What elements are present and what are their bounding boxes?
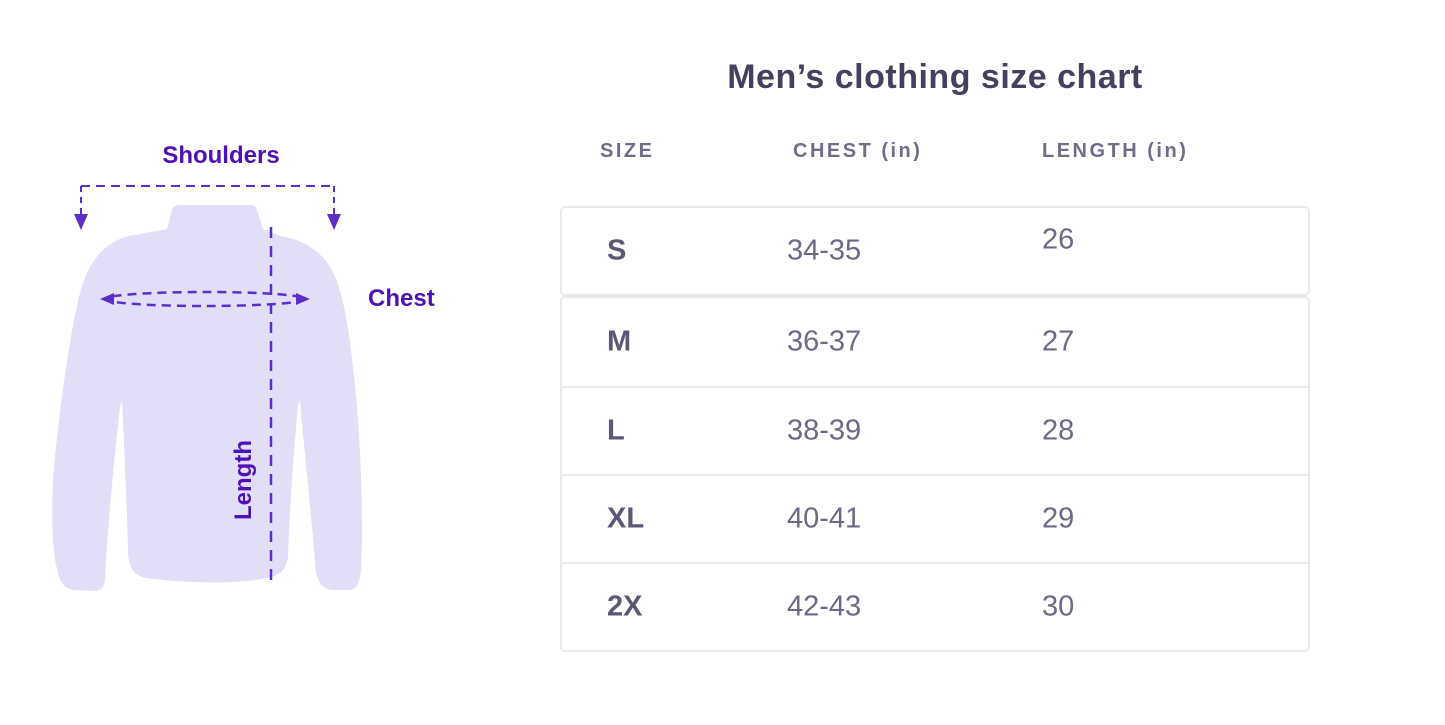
page-title: Men’s clothing size chart [727, 58, 1143, 96]
table-row: M 36-37 27 [562, 298, 1308, 386]
length-value: 29 [1042, 502, 1075, 535]
table-row-group-m-to-2x: M 36-37 27 L 38-39 28 XL 40-41 29 2X 42-… [560, 296, 1310, 652]
shoulders-arrow-left-icon [74, 214, 88, 230]
length-value: 27 [1042, 325, 1075, 358]
length-label: Length [230, 440, 257, 520]
shoulders-label: Shoulders [162, 142, 280, 169]
chest-label: Chest [368, 285, 435, 312]
column-header-length: LENGTH (in) [1042, 140, 1189, 162]
chest-value: 38-39 [787, 414, 862, 447]
size-value: S [607, 234, 627, 267]
shoulders-measure-bracket [80, 185, 335, 214]
table-row: S 34-35 26 [562, 208, 1308, 294]
size-value: M [607, 325, 632, 358]
chest-value: 42-43 [787, 590, 862, 623]
shirt-shape [52, 205, 362, 591]
table-row: L 38-39 28 [562, 386, 1308, 474]
length-value: 28 [1042, 414, 1075, 447]
length-value: 26 [1042, 223, 1075, 256]
table-header-row: SIZE CHEST (in) LENGTH (in) [0, 140, 1445, 170]
column-header-chest: CHEST (in) [793, 140, 923, 162]
size-value: XL [607, 502, 645, 535]
table-row: XL 40-41 29 [562, 474, 1308, 562]
table-row-group-s: S 34-35 26 [560, 206, 1310, 296]
chest-arrow-left-icon [100, 293, 114, 305]
shirt-measurement-diagram: Shoulders Chest Length [0, 0, 520, 725]
size-value: L [607, 414, 625, 447]
size-value: 2X [607, 590, 643, 623]
chest-value: 34-35 [787, 234, 862, 267]
chest-value: 36-37 [787, 325, 862, 358]
shoulders-arrow-right-icon [327, 214, 341, 230]
chest-arrow-right-icon [296, 293, 310, 305]
table-row: 2X 42-43 30 [562, 562, 1308, 650]
column-header-size: SIZE [600, 140, 655, 162]
length-value: 30 [1042, 590, 1075, 623]
shirt-illustration [52, 185, 362, 591]
chest-value: 40-41 [787, 502, 862, 535]
